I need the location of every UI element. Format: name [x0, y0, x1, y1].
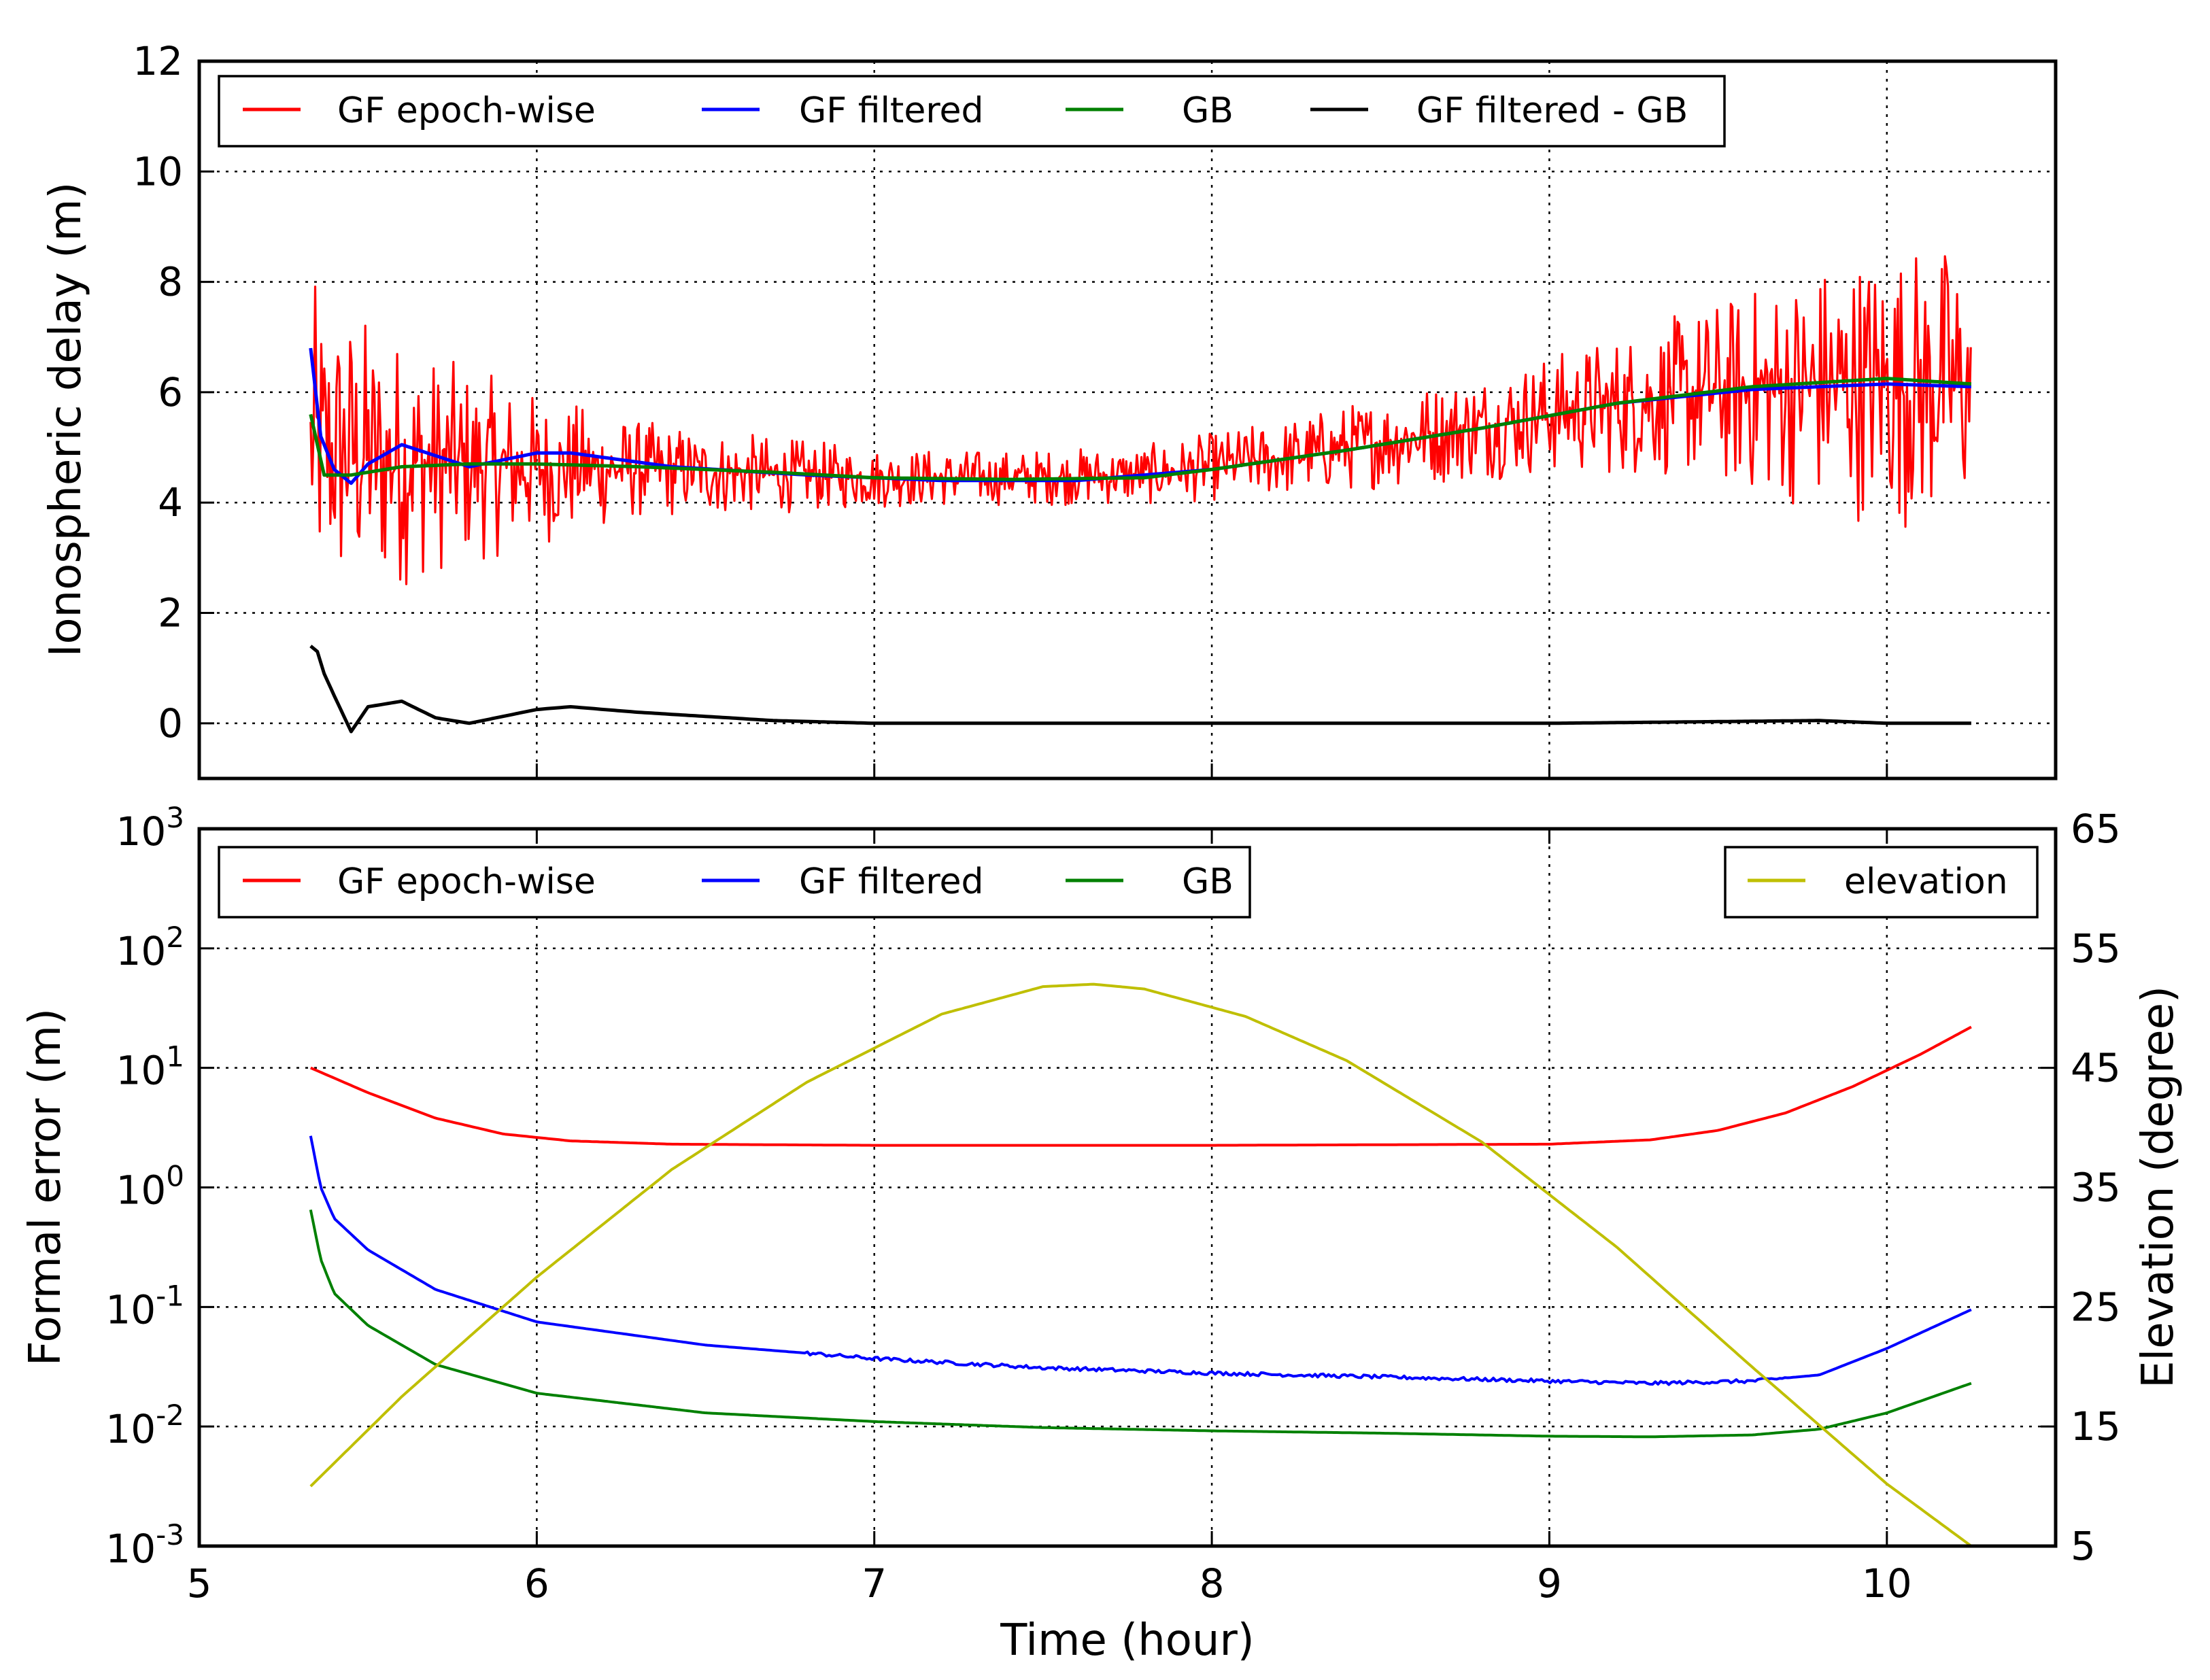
bottom-series-line-blue — [309, 1135, 1972, 1386]
top-series — [309, 255, 1972, 734]
top-y-tick-label: 12 — [133, 38, 183, 84]
bottom-legend-item-gb: GB — [1066, 861, 1234, 902]
legend-label: GF filtered - GB — [1416, 90, 1688, 131]
legend-label: GF epoch-wise — [337, 861, 596, 902]
top-y-tick-label: 4 — [158, 479, 183, 526]
top-y-tick-label: 0 — [158, 700, 183, 747]
x-axis-label: Time (hour) — [1000, 1615, 1255, 1666]
bottom-y-tick-label: 102 — [116, 921, 184, 974]
legend-label: elevation — [1844, 861, 2008, 902]
bottom-legend-2: elevation — [1724, 846, 2039, 919]
top-plot-frame — [197, 59, 2058, 781]
top-y-axis-label: Ionospheric delay (m) — [41, 182, 91, 657]
bottom-y-tick-label: 103 — [116, 801, 184, 855]
bottom-y-tick-label: 100 — [116, 1160, 184, 1214]
bottom-y2-tick-label: 15 — [2071, 1403, 2121, 1450]
bottom-y2-axis-label: Elevation (degree) — [2133, 986, 2183, 1388]
bottom-legend-item-gf-filtered: GF filtered — [702, 861, 984, 902]
bottom-y-tick-label: 10-2 — [105, 1399, 184, 1452]
bottom-legend-item-gf-epoch-wise: GF epoch-wise — [243, 861, 596, 902]
x-tick-label: 10 — [1862, 1560, 1912, 1607]
top-ticks: 0 2 4 6 8 10 12 — [133, 38, 1888, 778]
bottom-y2-tick-label: 5 — [2071, 1523, 2096, 1569]
top-series-line-green — [309, 377, 1972, 481]
legend-label: GF epoch-wise — [337, 90, 596, 131]
top-series-line-red — [309, 255, 1972, 585]
ionospheric-delay-panel: 0 2 4 6 8 10 12 Ionospheric delay (m) GF epoch… — [41, 38, 2058, 781]
bottom-y2-tick-label: 35 — [2071, 1165, 2121, 1211]
top-legend: GF epoch-wise GF filtered GB GF filtered… — [218, 75, 1726, 148]
bottom-series-line-red — [310, 1025, 1972, 1147]
bottom-grid — [199, 829, 2056, 1546]
bottom-legend: GF epoch-wise GF filtered GB — [218, 846, 1251, 919]
top-legend-item-gf-epoch-wise: GF epoch-wise — [243, 90, 596, 131]
bottom-y2-tick-label: 65 — [2071, 806, 2121, 852]
top-legend-item-gb: GB — [1066, 90, 1234, 131]
bottom-series-line-yellow — [309, 982, 1973, 1547]
bottom-ticks: 5 6 7 8 9 10 10-3 10-2 10-1 100 101 102 103 5 15 25 35 45… — [105, 801, 2121, 1607]
bottom-y-tick-label: 101 — [116, 1040, 184, 1094]
top-y-tick-label: 8 — [158, 259, 183, 305]
legend-label: GF filtered — [799, 90, 984, 131]
formal-error-panel: 5 6 7 8 9 10 10-3 10-2 10-1 100 101 102 103 5 15 25 35 45… — [20, 801, 2183, 1666]
bottom-y-tick-label: 10-3 — [105, 1518, 184, 1572]
legend-label: GB — [1182, 861, 1234, 902]
top-y-tick-label: 10 — [133, 148, 183, 194]
bottom-series-line-green — [309, 1209, 1972, 1439]
top-y-tick-label: 2 — [158, 590, 183, 636]
top-legend-item-gf-filtered: GF filtered — [702, 90, 984, 131]
top-legend-item-gf-filtered-minus-gb: GF filtered - GB — [1310, 90, 1688, 131]
bottom-y2-tick-label: 55 — [2071, 925, 2121, 972]
top-y-tick-label: 6 — [158, 369, 183, 415]
top-grid — [199, 61, 2056, 778]
bottom-y2-tick-label: 45 — [2071, 1045, 2121, 1091]
bottom-y2-tick-label: 25 — [2071, 1284, 2121, 1330]
bottom-y-axis-label: Formal error (m) — [20, 1008, 71, 1366]
bottom-series — [309, 982, 1973, 1547]
x-tick-label: 5 — [187, 1560, 212, 1607]
x-tick-label: 7 — [862, 1560, 887, 1607]
legend-label: GF filtered — [799, 861, 984, 902]
x-tick-label: 8 — [1200, 1560, 1225, 1607]
legend-label: GB — [1182, 90, 1234, 131]
bottom-y-tick-label: 10-1 — [105, 1279, 184, 1333]
bottom-legend-item-elevation: elevation — [1748, 861, 2008, 902]
x-tick-label: 6 — [524, 1560, 549, 1607]
top-series-line-black — [309, 645, 1971, 734]
x-tick-label: 9 — [1537, 1560, 1562, 1607]
